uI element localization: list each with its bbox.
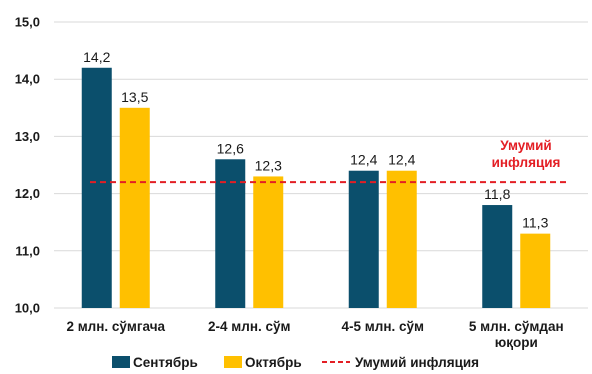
inflation-annotation: инфляция: [492, 155, 561, 170]
legend: Сентябрь Октябрь Умумий инфляция: [112, 355, 479, 370]
data-label: 13,5: [121, 89, 148, 105]
legend-label: Октябрь: [245, 355, 302, 370]
data-label: 12,3: [255, 157, 282, 173]
bar-september: [81, 67, 112, 308]
x-axis-categories: 2 млн. сўмгача 2-4 млн. сўм 4-5 млн. сўм 5 …: [66, 319, 563, 350]
y-tick-label: 15,0: [15, 15, 40, 30]
category-label: юқори: [495, 335, 538, 350]
bar-october: [386, 170, 417, 308]
y-tick-label: 11,0: [15, 243, 40, 258]
data-labels: 14,2 13,5 12,6 12,3 12,4 12,4 11,8 11,3: [83, 49, 548, 231]
inflation-annotation: Умумий: [500, 138, 551, 153]
category-label: 2-4 млн. сўм: [208, 319, 290, 334]
category-label: 5 млн. сўмдан: [469, 319, 564, 334]
bar-october: [253, 176, 284, 308]
data-label: 11,3: [522, 215, 548, 231]
legend-swatch: [224, 356, 242, 368]
data-label: 12,6: [217, 140, 244, 156]
bar-september: [348, 170, 379, 308]
y-tick-label: 10,0: [15, 301, 40, 316]
data-label: 11,8: [484, 186, 510, 202]
y-tick-label: 12,0: [15, 186, 40, 201]
data-label: 12,4: [388, 152, 415, 168]
data-label: 12,4: [350, 152, 377, 168]
category-label: 4-5 млн. сўм: [342, 319, 424, 334]
bars: [81, 67, 551, 308]
category-label: 2 млн. сўмгача: [66, 319, 165, 334]
y-tick-label: 14,0: [15, 72, 40, 87]
bar-october: [119, 107, 150, 308]
bar-october: [520, 233, 551, 308]
bar-september: [482, 205, 513, 308]
legend-swatch: [112, 356, 130, 368]
data-label: 14,2: [83, 49, 110, 65]
y-axis-ticks: 10,0 11,0 12,0 13,0 14,0 15,0: [15, 15, 40, 316]
legend-label: Сентябрь: [133, 355, 198, 370]
reference-annotation: Умумий инфляция: [492, 138, 561, 170]
y-tick-label: 13,0: [15, 129, 40, 144]
bar-september: [215, 159, 246, 308]
legend-label: Умумий инфляция: [355, 355, 479, 370]
